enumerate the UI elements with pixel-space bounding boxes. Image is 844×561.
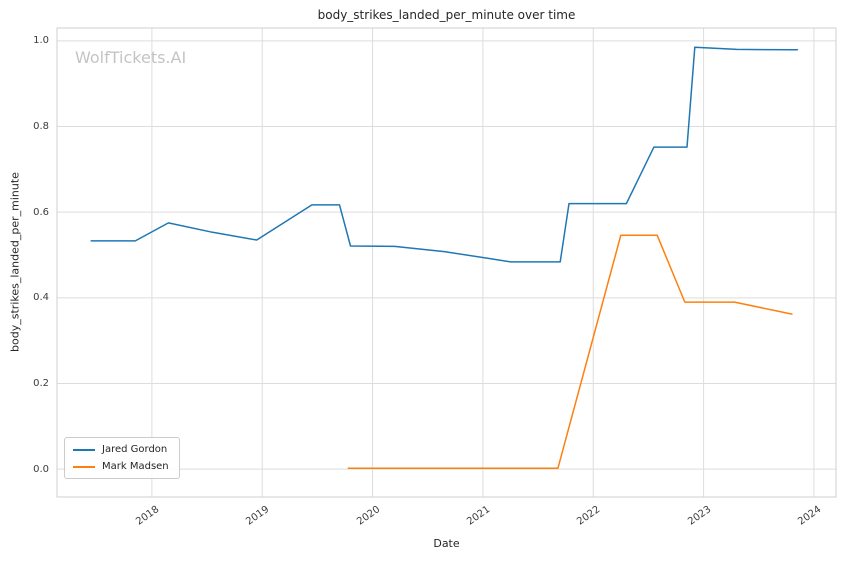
y-tick-label: 0.2: [33, 377, 49, 389]
y-axis-label: body_strikes_landed_per_minute: [8, 172, 22, 352]
chart-title: body_strikes_landed_per_minute over time: [317, 8, 576, 22]
legend-label: Jared Gordon: [102, 444, 168, 455]
y-tick-label: 1.0: [33, 35, 49, 47]
y-tick-label: 0.4: [33, 292, 49, 304]
legend-item-mark-madsen: Mark Madsen: [73, 461, 169, 472]
legend-label: Mark Madsen: [102, 461, 169, 472]
watermark: WolfTickets.AI: [75, 48, 187, 67]
y-tick-label: 0.8: [33, 121, 49, 132]
x-axis-label: Date: [433, 537, 460, 550]
y-tick-label: 0.6: [33, 206, 49, 218]
y-tick-label: 0.0: [33, 463, 49, 475]
series-line-mark-madsen: [347, 234, 793, 470]
axes-spines: [56, 27, 837, 498]
series-line-jared-gordon: [90, 46, 799, 263]
legend: Jared Gordon Mark Madsen: [64, 437, 180, 479]
legend-line-swatch-orange: [73, 465, 95, 468]
legend-item-jared-gordon: Jared Gordon: [73, 444, 169, 455]
legend-line-swatch-blue: [73, 448, 95, 451]
